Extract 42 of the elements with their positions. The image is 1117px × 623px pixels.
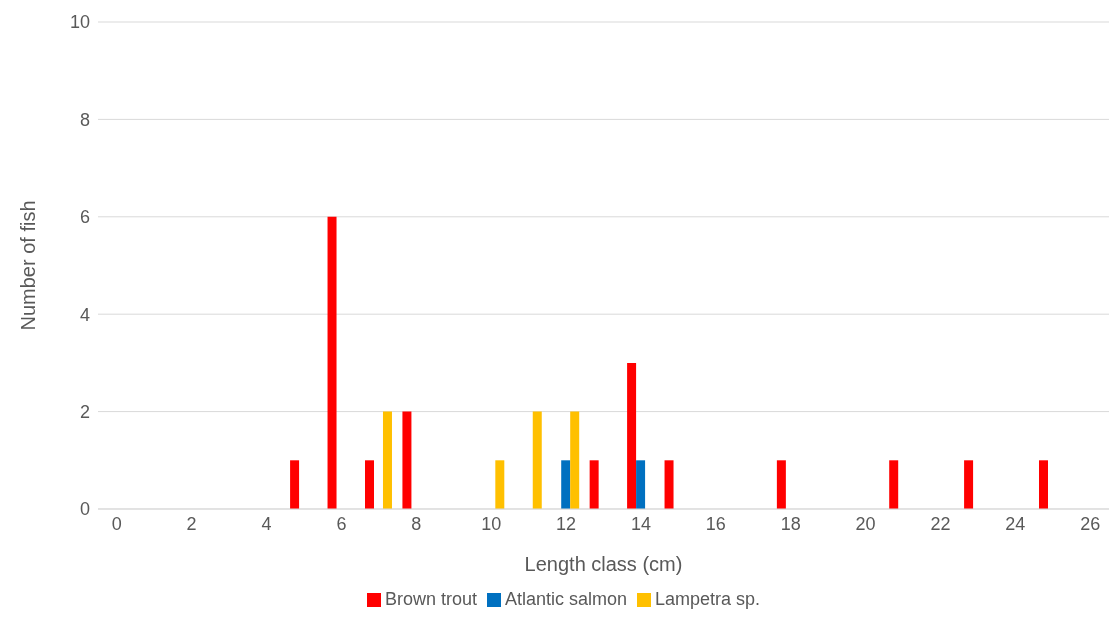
x-tick-label: 18: [780, 513, 801, 534]
bar: [382, 411, 392, 509]
y-tick-label: 6: [79, 207, 90, 228]
x-tick-label: 4: [261, 513, 272, 534]
x-axis-title: Length class (cm): [524, 553, 683, 575]
x-tick-label: 26: [1080, 513, 1101, 534]
bar: [889, 460, 899, 509]
x-tick-label: 16: [705, 513, 726, 534]
x-tick-label: 8: [411, 513, 422, 534]
y-axis-title: Number of fish: [17, 200, 40, 331]
legend-label: Brown trout: [384, 589, 477, 609]
x-tick-label: 2: [186, 513, 197, 534]
bar: [495, 460, 505, 509]
x-tick-label: 12: [556, 513, 577, 534]
y-tick-label: 2: [79, 401, 90, 422]
bar: [364, 460, 374, 509]
y-tick-label: 10: [69, 12, 90, 33]
bar: [776, 460, 786, 509]
bar: [664, 460, 674, 509]
x-tick-label: 6: [336, 513, 347, 534]
legend-label: Lampetra sp.: [655, 589, 761, 609]
bar: [1038, 460, 1048, 509]
bar: [402, 411, 412, 509]
x-tick-label: 0: [111, 513, 122, 534]
x-tick-label: 10: [481, 513, 502, 534]
y-tick-label: 8: [79, 109, 90, 130]
bar: [561, 460, 571, 509]
x-tick-label: 22: [930, 513, 951, 534]
bar: [589, 460, 599, 509]
bar: [532, 411, 542, 509]
x-tick-label: 24: [1005, 513, 1026, 534]
bar: [636, 460, 646, 509]
bar: [627, 362, 637, 509]
x-tick-label: 14: [630, 513, 651, 534]
bar: [327, 216, 337, 509]
y-tick-label: 4: [79, 304, 90, 325]
bar: [570, 411, 580, 509]
legend-label: Atlantic salmon: [504, 589, 628, 609]
bar: [290, 460, 300, 509]
x-tick-label: 20: [855, 513, 876, 534]
y-tick-label: 0: [79, 499, 90, 520]
bar: [964, 460, 974, 509]
